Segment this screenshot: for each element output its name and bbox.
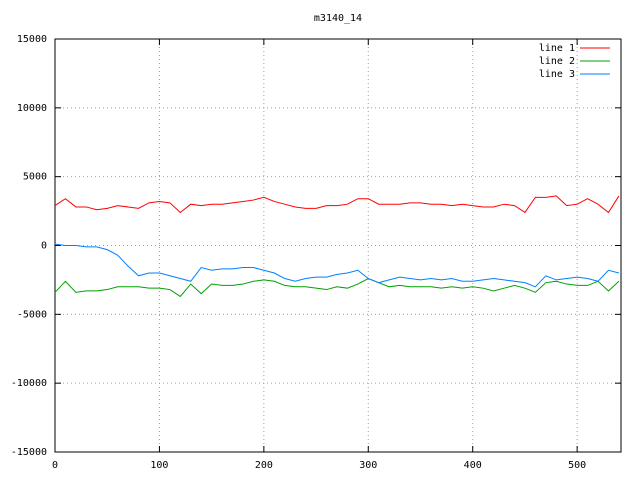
- y-tick-label: -10000: [11, 378, 47, 389]
- y-tick-label: -5000: [17, 309, 47, 320]
- series-line: [54, 195, 620, 214]
- chart-title: m3140_14: [314, 13, 362, 24]
- x-tick-label: 100: [150, 460, 168, 471]
- x-tick-label: 500: [568, 460, 586, 471]
- y-tick-label: 0: [41, 241, 47, 252]
- x-tick-label: 400: [464, 460, 482, 471]
- y-tick-label: 10000: [17, 103, 47, 114]
- x-tick-label: 0: [52, 460, 58, 471]
- y-tick-label: 15000: [17, 34, 47, 45]
- plot-frame: [54, 38, 622, 453]
- x-tick-label: 300: [359, 460, 377, 471]
- y-tick-label: 5000: [23, 172, 47, 183]
- series-line: [54, 277, 620, 298]
- legend-label: line 2: [539, 56, 575, 67]
- y-tick-label: -15000: [11, 447, 47, 458]
- x-tick-label: 200: [255, 460, 273, 471]
- legend-label: line 1: [539, 43, 575, 54]
- legend-label: line 3: [539, 69, 575, 80]
- series-line: [54, 243, 620, 288]
